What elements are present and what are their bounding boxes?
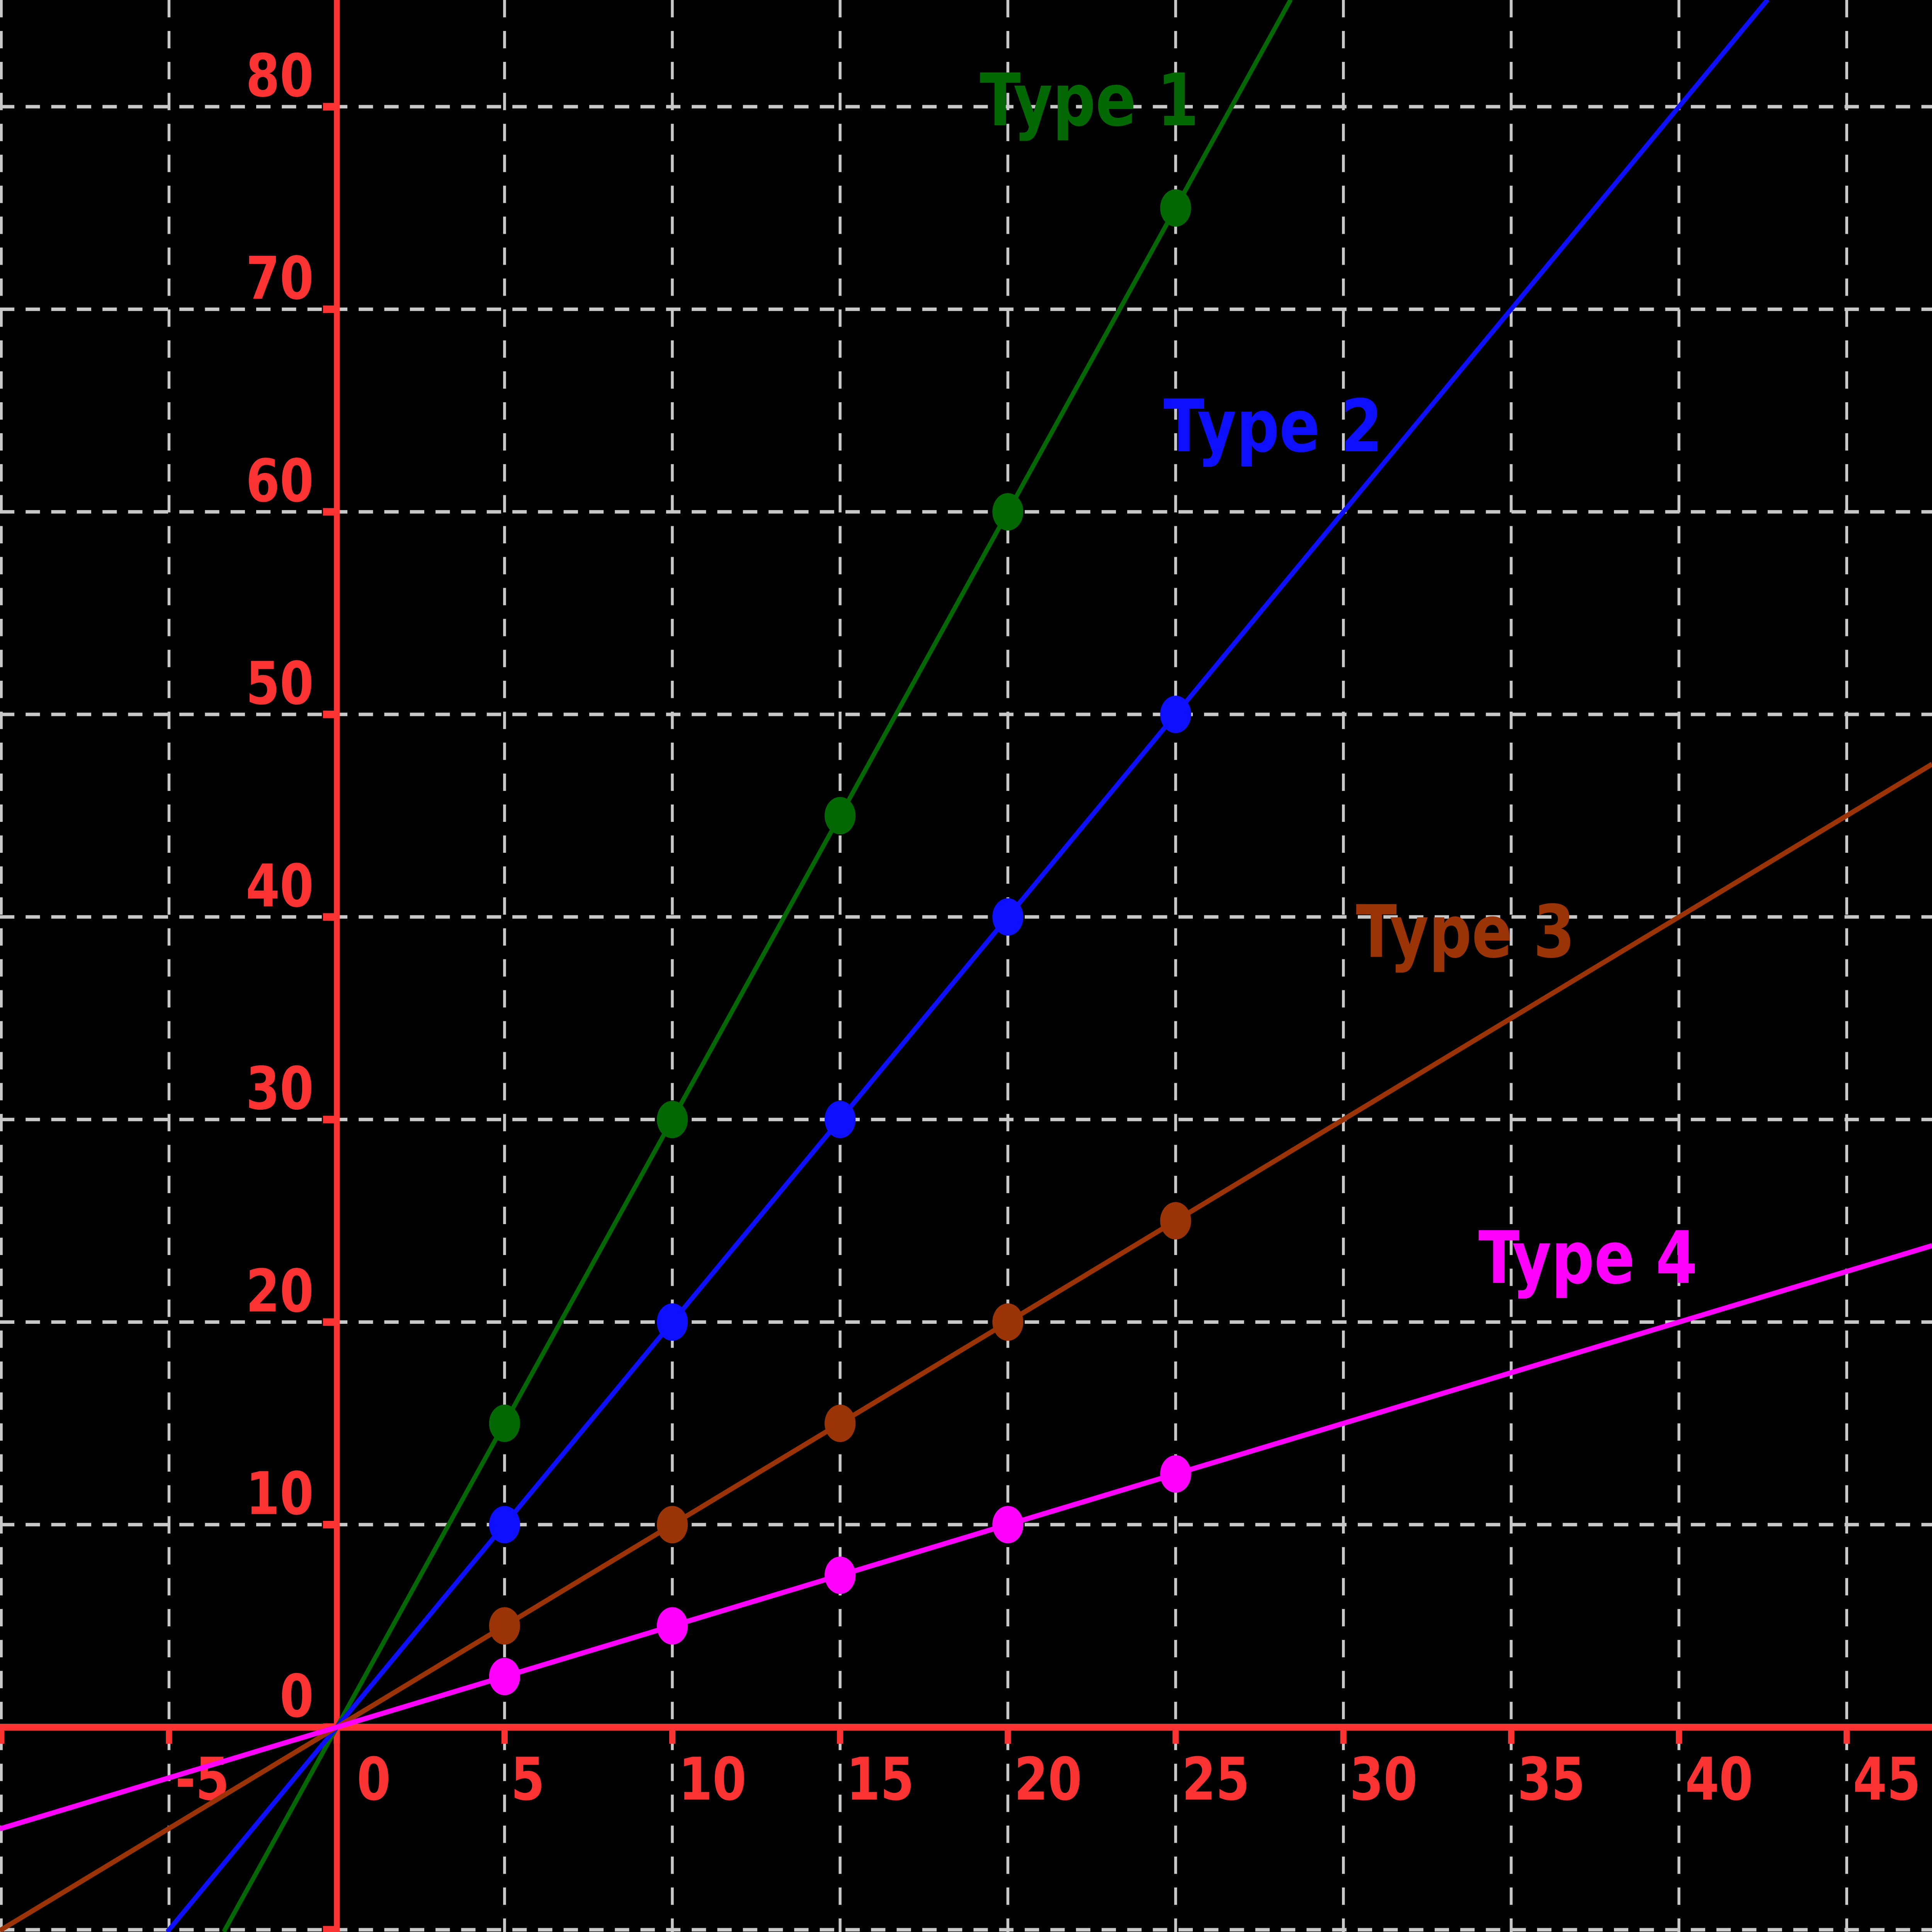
series-type-4: Type 4	[0, 1216, 1932, 1832]
data-point	[825, 1556, 856, 1594]
data-point	[656, 1100, 688, 1138]
data-point	[825, 1405, 856, 1442]
y-tick-label-60: 60	[246, 447, 314, 515]
x-tick-label-5: 5	[511, 1745, 545, 1814]
data-point	[992, 493, 1024, 531]
series-type-3: Type 3	[0, 762, 1932, 1932]
y-tick-label-40: 40	[246, 852, 314, 920]
y-tick-label-80: 80	[246, 41, 314, 110]
data-point	[1160, 1455, 1191, 1493]
series-label: Type 2	[1163, 384, 1383, 469]
y-tick-label-50: 50	[246, 649, 314, 718]
y-tick-label-30: 30	[246, 1054, 314, 1123]
series-label: Type 1	[980, 58, 1199, 143]
series-type-2: Type 2	[165, 0, 1770, 1932]
x-tick-label--5: -5	[175, 1745, 230, 1814]
series-line	[165, 0, 1770, 1932]
data-point	[489, 1506, 520, 1544]
data-point	[489, 1607, 520, 1645]
x-tick-label-25: 25	[1182, 1745, 1250, 1814]
series-label: Type 4	[1478, 1216, 1697, 1300]
tick-labels: -5 0 5 10 15 20 25 30 35 40 45 0 10 20 30 40 50 60 70 80	[175, 41, 1921, 1813]
data-point	[1160, 696, 1191, 733]
data-point	[825, 797, 856, 835]
series-line	[0, 762, 1932, 1932]
data-point	[656, 1607, 688, 1645]
data-point	[489, 1405, 520, 1442]
data-point	[992, 1303, 1024, 1341]
series-line	[0, 1243, 1932, 1832]
x-tick-label-15: 15	[846, 1745, 914, 1814]
x-tick-label-20: 20	[1014, 1745, 1082, 1814]
y-tick-label-70: 70	[246, 244, 314, 313]
series-type-1: Type 1	[222, 0, 1293, 1932]
x-tick-label-45: 45	[1853, 1745, 1921, 1814]
x-tick-label-40: 40	[1685, 1745, 1753, 1814]
x-tick-label-30: 30	[1350, 1745, 1418, 1814]
x-tick-label-10: 10	[679, 1745, 747, 1814]
data-point	[825, 1100, 856, 1138]
y-tick-label-10: 10	[246, 1459, 314, 1528]
data-point	[656, 1506, 688, 1544]
x-tick-label-35: 35	[1517, 1745, 1585, 1814]
series-label: Type 3	[1356, 889, 1575, 974]
y-tick-label-0: 0	[280, 1662, 314, 1731]
data-point	[489, 1658, 520, 1696]
x-tick-label-0: 0	[357, 1745, 391, 1814]
data-point	[992, 1506, 1024, 1544]
y-tick-label-20: 20	[246, 1257, 314, 1326]
data-point	[1160, 189, 1191, 227]
data-point	[992, 898, 1024, 936]
data-point	[656, 1303, 688, 1341]
data-point	[1160, 1202, 1191, 1240]
series-line	[222, 0, 1293, 1932]
